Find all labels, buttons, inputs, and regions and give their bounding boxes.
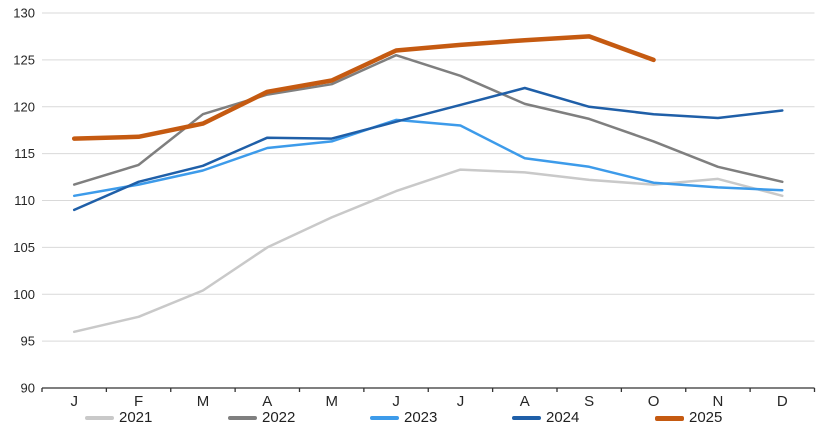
y-axis-tick-label: 95 [21, 334, 35, 349]
legend-item-2024: 2024 [512, 407, 579, 429]
series-line-2024 [72, 86, 784, 212]
x-axis-month-label: S [584, 393, 594, 410]
y-axis-tick-label: 110 [14, 193, 35, 208]
y-axis-tick-label: 130 [13, 6, 35, 21]
x-axis-month-label: J [392, 393, 400, 410]
series-line-2025 [71, 34, 656, 141]
legend-item-2022: 2022 [228, 407, 295, 429]
legend-label: 2024 [546, 409, 580, 426]
series-line-2022 [72, 53, 784, 186]
x-axis-month-label: M [325, 393, 338, 410]
legend-label: 2021 [119, 409, 153, 426]
y-axis-tick-label: 125 [13, 52, 35, 67]
y-axis-tick-label: 115 [14, 146, 35, 161]
y-axis-tick-label: 105 [13, 240, 35, 255]
x-axis-month-label: A [520, 393, 530, 410]
x-axis-month-label: M [197, 393, 210, 410]
x-axis-month-label: O [648, 393, 660, 410]
legend-swatch-2021 [85, 416, 114, 420]
legend-label: 2022 [262, 409, 296, 426]
legend-swatch-2024 [512, 416, 541, 420]
legend-item-2021: 2021 [85, 407, 152, 429]
series-line-2023 [72, 118, 784, 198]
x-axis-month-label: J [70, 393, 78, 410]
y-axis-tick-label: 120 [13, 99, 35, 114]
chart-legend: 2021 2022 2023 2024 2025 [0, 407, 820, 431]
x-axis-month-label: D [777, 393, 788, 410]
x-axis-month-label: J [457, 393, 465, 410]
y-axis-tick-label: 100 [13, 287, 35, 302]
legend-item-2023: 2023 [370, 407, 437, 429]
legend-swatch-2025 [655, 415, 684, 421]
series-line-2021 [72, 168, 784, 334]
legend-swatch-2023 [370, 416, 399, 420]
x-axis-month-label: A [262, 393, 272, 410]
y-axis-tick-label: 90 [21, 381, 35, 396]
legend-item-2025: 2025 [655, 407, 722, 429]
legend-swatch-2022 [228, 416, 257, 420]
x-axis-month-label: F [134, 393, 143, 410]
legend-label: 2023 [404, 409, 438, 426]
legend-label: 2025 [689, 409, 723, 426]
x-axis-month-label: N [713, 393, 724, 410]
